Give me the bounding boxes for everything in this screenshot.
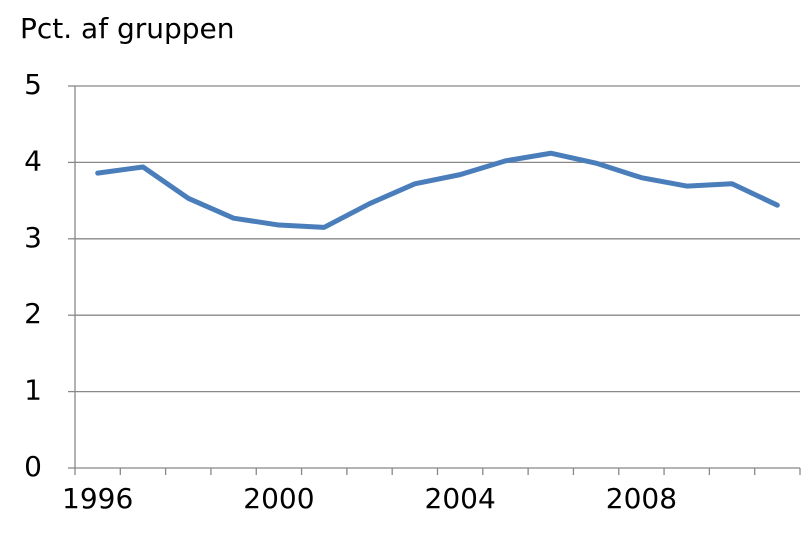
y-tick-label: 3 [24, 221, 42, 254]
y-tick-label: 5 [24, 68, 42, 101]
chart-title: Pct. af gruppen [20, 12, 235, 45]
x-tick-label: 1996 [62, 482, 133, 515]
y-tick-label: 0 [24, 450, 42, 483]
x-tick-label: 2000 [243, 482, 314, 515]
y-tick-label: 4 [24, 144, 42, 177]
line-series [95, 150, 780, 230]
y-tick-label: 1 [24, 374, 42, 407]
x-tick-label: 2004 [425, 482, 496, 515]
x-tick-label: 2008 [606, 482, 677, 515]
y-tick-label: 2 [24, 297, 42, 330]
